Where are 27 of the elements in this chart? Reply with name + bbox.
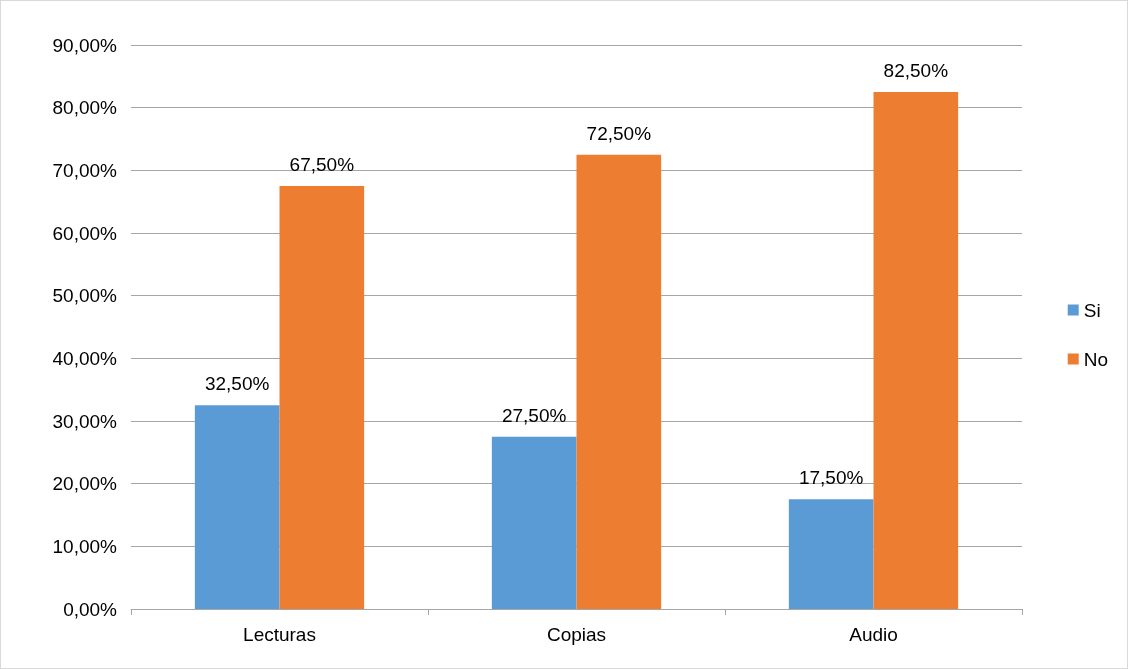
- legend-label: No: [1083, 348, 1109, 370]
- bar: [491, 436, 577, 609]
- data-label: 27,50%: [501, 404, 567, 426]
- data-label: 17,50%: [798, 467, 864, 489]
- y-tick-label: 40,00%: [52, 347, 118, 369]
- y-tick-label: 90,00%: [52, 34, 118, 56]
- data-label: 32,50%: [204, 373, 270, 395]
- y-tick-label: 50,00%: [52, 285, 118, 307]
- legend-label: Si: [1083, 299, 1101, 321]
- data-label: 67,50%: [289, 154, 355, 175]
- data-label: 72,50%: [586, 122, 652, 144]
- y-tick-label: 20,00%: [52, 473, 118, 495]
- bar: [576, 154, 662, 609]
- x-tick-label: Lecturas: [243, 624, 316, 645]
- y-tick-label: 80,00%: [52, 97, 118, 119]
- data-label: 82,50%: [883, 60, 949, 81]
- bar: [194, 405, 280, 609]
- bar: [279, 186, 365, 609]
- bar: [873, 92, 959, 609]
- y-tick-label: 10,00%: [52, 535, 118, 557]
- y-tick-label: 60,00%: [52, 222, 118, 244]
- y-tick-label: 30,00%: [52, 410, 118, 432]
- y-tick-label: 70,00%: [52, 159, 118, 181]
- bar: [788, 499, 874, 609]
- x-tick-label: Audio: [849, 624, 898, 645]
- y-tick-label: 0,00%: [63, 598, 118, 620]
- x-tick-label: Copias: [546, 624, 607, 645]
